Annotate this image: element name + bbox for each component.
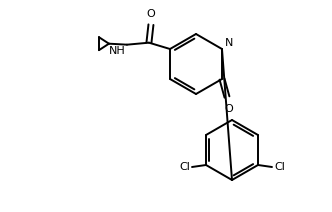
Text: N: N xyxy=(225,38,233,48)
Text: Cl: Cl xyxy=(179,162,190,172)
Text: Cl: Cl xyxy=(274,162,285,172)
Text: NH: NH xyxy=(109,46,126,56)
Text: O: O xyxy=(225,104,233,114)
Text: O: O xyxy=(146,9,155,19)
